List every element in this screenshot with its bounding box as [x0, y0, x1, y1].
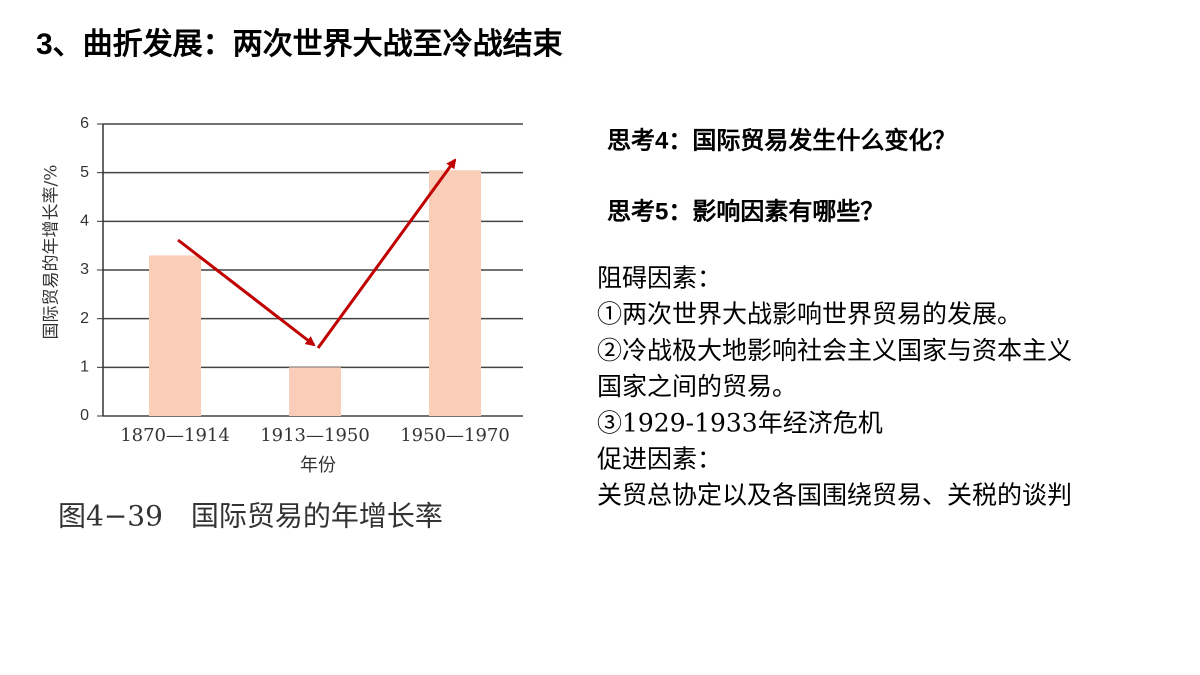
y-tick-label: 6: [80, 115, 89, 132]
y-tick-label: 2: [80, 310, 89, 327]
chart: 0 1 2 3 4 5 6 1870—1914 1913—1950 1950—1970: [80, 115, 523, 446]
bar: [429, 170, 481, 416]
factor-line: ①两次世界大战影响世界贸易的发展。: [597, 300, 1022, 329]
x-tick-label: 1950—1970: [400, 425, 510, 446]
chart-caption: 图4−39 国际贸易的年增长率: [58, 500, 443, 533]
x-tick-label: 1913—1950: [260, 425, 370, 446]
factor-line: 国家之间的贸易。: [597, 372, 797, 401]
trend-arrows: [177, 158, 457, 349]
y-tick-label: 5: [80, 164, 89, 181]
factor-line: ③1929-1933年经济危机: [597, 408, 883, 437]
factor-line: ②冷战极大地影响社会主义国家与资本主义: [597, 336, 1072, 365]
y-tick-label: 4: [80, 213, 89, 230]
bar: [149, 255, 201, 416]
factor-line: 促进因素：: [597, 445, 722, 474]
slide-title: 3、曲折发展：两次世界大战至冷战结束: [36, 28, 563, 61]
y-tick-label: 1: [80, 359, 89, 376]
y-axis-label: 国际贸易的年增长率/%: [42, 165, 62, 340]
question: 思考5：影响因素有哪些？: [607, 197, 884, 225]
factors: 阻碍因素： ①两次世界大战影响世界贸易的发展。 ②冷战极大地影响社会主义国家与资本主…: [597, 264, 1072, 510]
question: 思考4：国际贸易发生什么变化？: [607, 126, 956, 154]
bar: [289, 367, 341, 416]
factor-line: 关贸总协定以及各国围绕贸易、关税的谈判: [597, 481, 1072, 510]
arrow-up: [316, 158, 457, 349]
x-axis-label: 年份: [300, 455, 336, 476]
factor-line: 阻碍因素：: [597, 264, 722, 293]
y-tick-label: 0: [80, 407, 89, 424]
y-tick-label: 3: [80, 261, 89, 278]
x-tick-label: 1870—1914: [120, 425, 230, 446]
arrow-down: [177, 238, 316, 347]
